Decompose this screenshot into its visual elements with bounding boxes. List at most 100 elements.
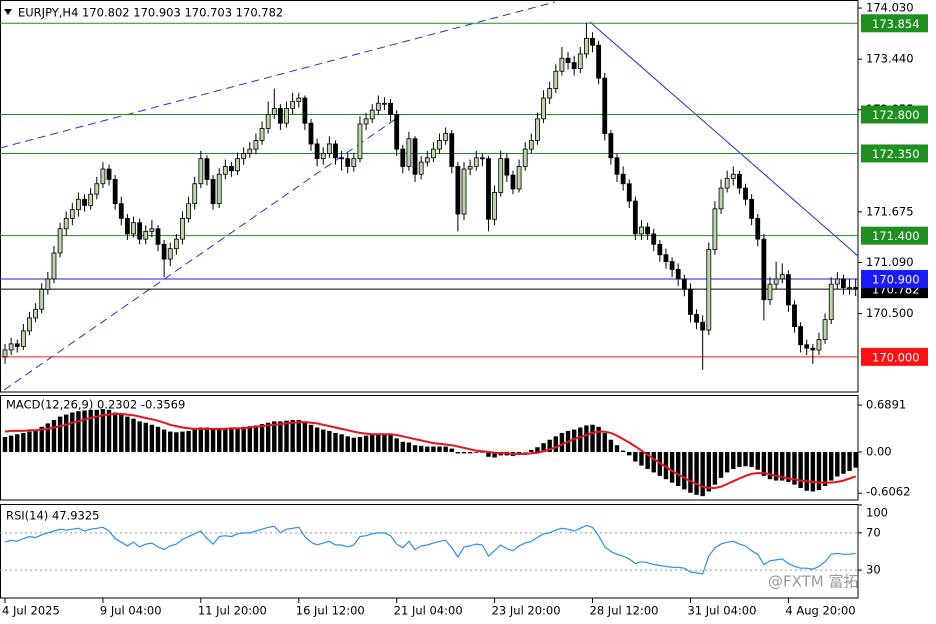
candle-body (82, 198, 87, 206)
candle-body (235, 158, 240, 172)
candle-body (137, 222, 143, 240)
macd-bar (529, 449, 534, 452)
candle-body (180, 217, 185, 240)
candle-body (418, 161, 424, 175)
macd-title: MACD(12,26,9) 0.2302 -0.3569 (6, 398, 185, 412)
macd-bar (523, 451, 528, 453)
macd-bar (767, 451, 773, 480)
candle-body (590, 37, 595, 46)
candle-body (247, 148, 253, 154)
macd-bar (645, 451, 650, 469)
candle-body (828, 283, 834, 321)
y-tick-label: -0.6062 (866, 485, 910, 499)
macd-bar (106, 409, 112, 452)
level-label: 172.800 (872, 108, 920, 122)
macd-bar (278, 421, 283, 452)
macd-bar (571, 429, 577, 452)
macd-bar (82, 410, 87, 452)
candle-body (816, 339, 822, 351)
macd-bar (259, 424, 265, 452)
candle-body (204, 158, 210, 180)
candle-body (229, 166, 234, 172)
macd-bar (724, 451, 730, 473)
candle-body (345, 158, 351, 167)
candle-body (155, 228, 161, 245)
candle-body (639, 226, 644, 235)
candle-body (535, 118, 540, 141)
channel-line (0, 1, 556, 149)
candle-body (382, 102, 387, 105)
candle-body (779, 274, 785, 280)
level-label: 172.350 (872, 147, 920, 161)
macd-bar (192, 429, 197, 452)
level-label-box (861, 269, 928, 288)
y-tick-label: 171.090 (866, 255, 914, 269)
candle-body (792, 304, 797, 327)
candle-body (333, 143, 338, 159)
macd-bar (382, 433, 387, 452)
candle-body (486, 158, 491, 220)
macd-bar (302, 422, 308, 452)
trend-line (589, 21, 859, 257)
macd-bar (706, 451, 711, 492)
candle-body (437, 140, 442, 150)
y-tick-label: 70 (866, 525, 881, 539)
macd-bar (351, 437, 357, 452)
candle-body (737, 173, 742, 189)
candle-body (669, 261, 675, 270)
candle-body (749, 198, 755, 219)
macd-bar (8, 435, 14, 452)
macd-bar (2, 437, 8, 452)
candle-body (51, 252, 57, 280)
macd-bar (418, 445, 424, 452)
candle-body (296, 97, 302, 102)
macd-bar (88, 409, 93, 452)
macd-bar (627, 451, 632, 456)
x-tick-label: 23 Jul 20:00 (492, 604, 561, 618)
macd-bar (321, 429, 326, 452)
candle-body (8, 343, 14, 351)
candle-body (149, 228, 155, 232)
macd-bar (425, 446, 430, 452)
candle-body (712, 208, 718, 250)
macd-bar (168, 431, 173, 452)
macd-bar (676, 451, 681, 486)
macd-bar (639, 451, 644, 466)
macd-bar (217, 428, 222, 452)
candle-body (271, 108, 277, 115)
candle-body (412, 138, 418, 175)
macd-bar (712, 451, 718, 485)
macd-bar (198, 427, 204, 452)
candle-body (449, 133, 455, 167)
candle-body (192, 183, 198, 205)
macd-bar (308, 424, 314, 452)
macd-bar (45, 423, 51, 452)
macd-bar (773, 451, 779, 481)
candle-body (161, 243, 167, 260)
candle-body (559, 57, 565, 72)
rsi-title: RSI(14) 47.9325 (6, 509, 100, 523)
x-tick-label: 11 Jul 20:00 (198, 604, 267, 618)
macd-bar (314, 427, 320, 452)
candle-body (210, 179, 216, 205)
macd-bar (119, 414, 124, 452)
macd-bar (492, 451, 497, 458)
macd-bar (578, 427, 583, 452)
candle-body (608, 133, 614, 159)
candle-body (822, 319, 828, 340)
macd-bar (798, 451, 803, 489)
candle-body (700, 321, 706, 331)
candle-body (173, 238, 179, 250)
signal-line (4, 412, 857, 489)
candle-body (363, 118, 369, 125)
candle-body (614, 157, 620, 175)
plot-layer (0, 1, 859, 391)
macd-panel-frame (0, 395, 859, 501)
macd-bar (584, 425, 589, 452)
macd-bar (57, 416, 63, 452)
candle-body (620, 173, 626, 185)
x-tick-label: 9 Jul 04:00 (100, 604, 162, 618)
macd-bar (64, 414, 69, 452)
